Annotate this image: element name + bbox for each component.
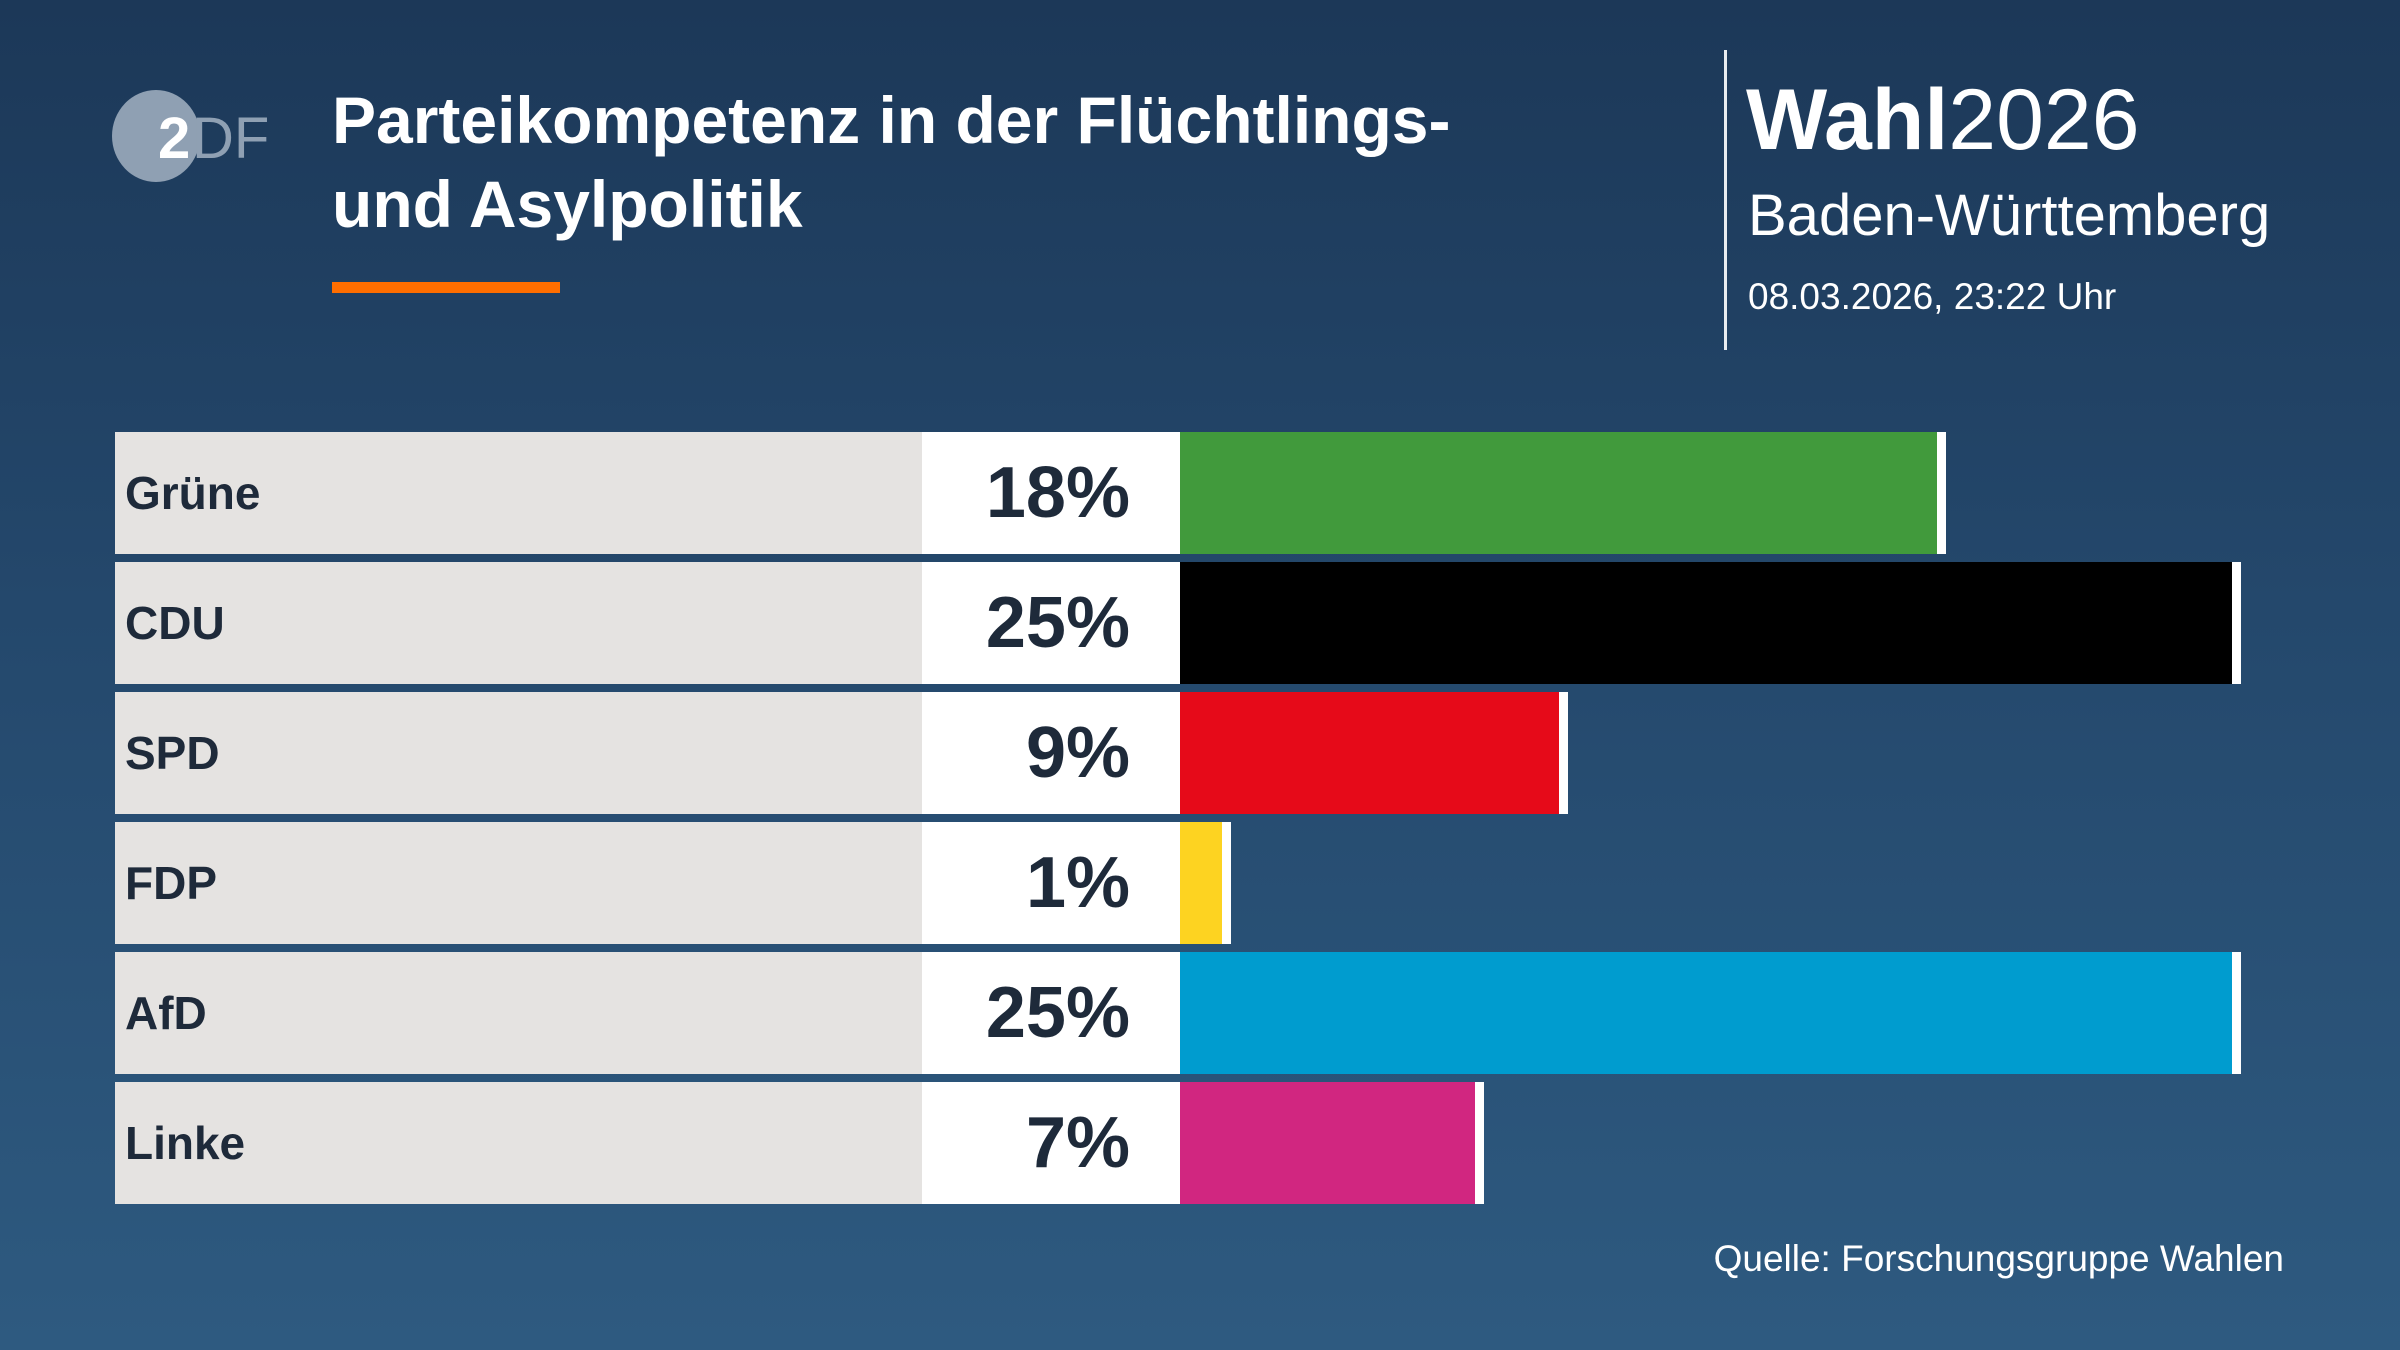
bar-cdu — [1180, 562, 2241, 684]
bar-row-afd: AfD 25% — [115, 952, 2315, 1074]
bar-spd — [1180, 692, 1568, 814]
source-note: Quelle: Forschungsgruppe Wahlen — [1713, 1238, 2284, 1279]
timestamp: 08.03.2026, 23:22 Uhr — [1748, 276, 2117, 317]
zdf-logo: 2 DF — [112, 90, 269, 182]
value-label: 9% — [922, 692, 1180, 814]
region: Baden-Württemberg — [1748, 183, 2271, 248]
category-label: CDU — [115, 562, 922, 684]
category-label: Grüne — [115, 432, 922, 554]
value-label: 18% — [922, 432, 1180, 554]
bar-fdp — [1180, 822, 1232, 944]
title-line-2: und Asylpolitik — [332, 167, 803, 241]
category-label: AfD — [115, 952, 922, 1074]
value-label: 25% — [922, 952, 1180, 1074]
bar-afd — [1180, 952, 2241, 1074]
bar-row-grüne: Grüne 18% — [115, 432, 2315, 554]
svg-text:DF: DF — [192, 106, 269, 171]
brand-word: Wahl — [1746, 72, 1949, 168]
svg-text:2: 2 — [158, 106, 190, 171]
value-label: 1% — [922, 822, 1180, 944]
category-label: SPD — [115, 692, 922, 814]
bar-row-spd: SPD 9% — [115, 692, 2315, 814]
page-title: Parteikompetenz in der Flüchtlings- und … — [332, 78, 1632, 246]
bar-linke — [1180, 1082, 1484, 1204]
category-label: Linke — [115, 1082, 922, 1204]
bar-row-cdu: CDU 25% — [115, 562, 2315, 684]
header-divider — [1724, 50, 1727, 350]
bar-grüne — [1180, 432, 1947, 554]
bar-row-linke: Linke 7% — [115, 1082, 2315, 1204]
category-label: FDP — [115, 822, 922, 944]
value-label: 7% — [922, 1082, 1180, 1204]
value-label: 25% — [922, 562, 1180, 684]
bar-row-fdp: FDP 1% — [115, 822, 2315, 944]
title-accent-line — [332, 282, 560, 293]
brand-year: 2026 — [1948, 72, 2140, 168]
title-line-1: Parteikompetenz in der Flüchtlings- — [332, 83, 1451, 157]
election-brand: Wahl2026 — [1746, 70, 2140, 170]
